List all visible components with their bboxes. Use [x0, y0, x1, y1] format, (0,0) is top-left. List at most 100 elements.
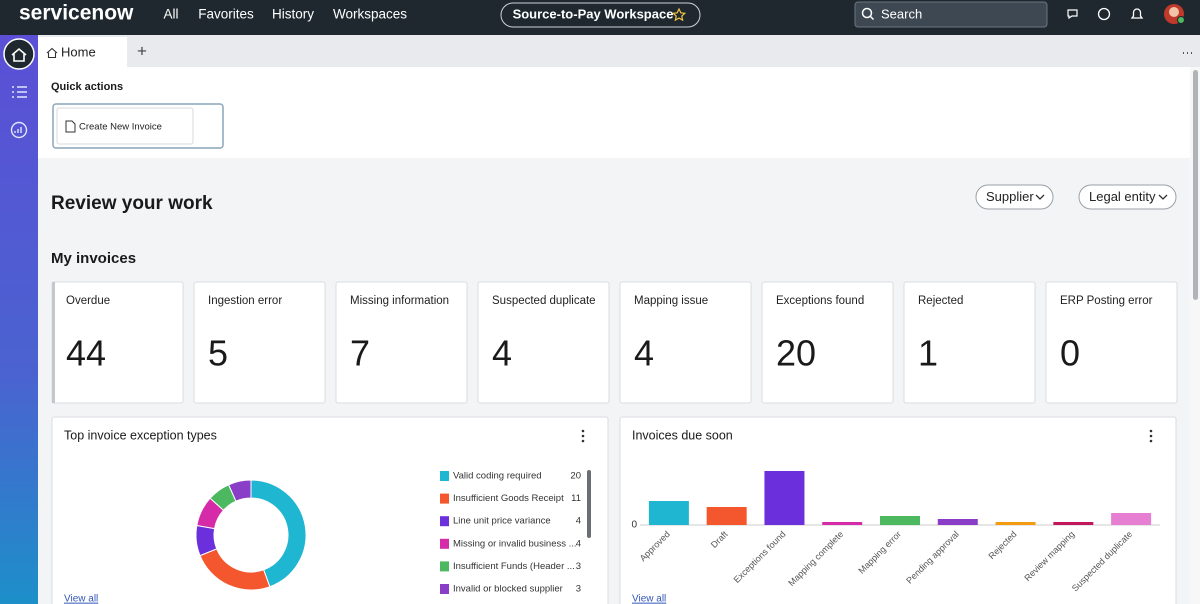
- widget-title: Top invoice exception types: [64, 428, 217, 442]
- nav-link[interactable]: History: [272, 7, 314, 22]
- tab-label: Home: [61, 44, 96, 59]
- legend-value: 4: [576, 538, 581, 549]
- legend-label: Insufficient Funds (Header ...: [453, 561, 575, 572]
- invoice-card[interactable]: [477, 281, 610, 404]
- card-label: Missing information: [350, 295, 449, 307]
- home-tab[interactable]: [38, 37, 127, 67]
- filter-dropdown[interactable]: [1078, 184, 1177, 210]
- legend-label: Line unit price variance: [453, 516, 551, 527]
- invoice-card[interactable]: [761, 281, 894, 404]
- legend-swatch: [440, 471, 449, 481]
- bar[interactable]: [648, 501, 689, 525]
- help-icon[interactable]: [1097, 7, 1111, 21]
- legend-scrollbar[interactable]: [587, 470, 591, 538]
- section-title: My invoices: [51, 250, 136, 267]
- bar[interactable]: [1053, 522, 1094, 525]
- bar[interactable]: [764, 471, 805, 525]
- chevron: [1158, 194, 1168, 200]
- chevron: [1035, 194, 1045, 200]
- bar[interactable]: [880, 516, 920, 525]
- bar[interactable]: [1111, 513, 1152, 525]
- card-value: 44: [66, 333, 106, 374]
- legend-value: 4: [576, 516, 581, 527]
- nav-link[interactable]: Favorites: [198, 7, 254, 22]
- view-all-link[interactable]: View all: [64, 594, 98, 604]
- legend-label: Insufficient Goods Receipt: [453, 493, 564, 504]
- widget-menu[interactable]: [1149, 439, 1153, 443]
- view-all-link[interactable]: View all: [632, 594, 666, 604]
- scrollbar-thumb[interactable]: [1193, 70, 1198, 300]
- filter-dropdown[interactable]: [975, 184, 1054, 210]
- workspace-name: Source-to-Pay Workspace: [513, 6, 674, 21]
- card-label: Rejected: [918, 295, 963, 307]
- invoice-card[interactable]: [335, 281, 468, 404]
- card-label: Mapping issue: [634, 295, 708, 307]
- analytics-nav-icon: [14, 127, 22, 133]
- quick-action-button[interactable]: [56, 107, 194, 145]
- sidebar: [0, 35, 38, 604]
- donut-slice[interactable]: [227, 479, 252, 502]
- home-nav-button[interactable]: [3, 38, 35, 70]
- bar[interactable]: [822, 522, 863, 525]
- chat-icon[interactable]: [1067, 9, 1078, 20]
- legend-swatch: [440, 561, 449, 572]
- add-tab-button[interactable]: +: [137, 41, 147, 60]
- card-value: 5: [208, 333, 228, 374]
- card-value: 0: [1060, 333, 1080, 374]
- search-placeholder: Search: [881, 6, 922, 21]
- legend-swatch: [440, 538, 449, 549]
- card-label: Overdue: [66, 295, 110, 307]
- invoice-card[interactable]: [193, 281, 326, 404]
- widget-menu[interactable]: [581, 434, 585, 438]
- list-nav-icon[interactable]: [12, 86, 27, 98]
- filter-label: Legal entity: [1089, 189, 1156, 204]
- filter-label: Supplier: [986, 189, 1034, 204]
- widget-menu[interactable]: [1149, 434, 1153, 438]
- widget-card: [51, 416, 609, 604]
- legend-value: 3: [576, 561, 581, 572]
- card-label: ERP Posting error: [1060, 295, 1153, 307]
- widget-menu[interactable]: [1149, 429, 1153, 433]
- invoice-card[interactable]: [619, 281, 752, 404]
- legend-swatch: [440, 584, 449, 594]
- widget-menu[interactable]: [581, 439, 585, 443]
- analytics-nav-icon[interactable]: [10, 121, 28, 139]
- scrollbar-track: [1190, 67, 1200, 604]
- card-label: Exceptions found: [776, 295, 864, 307]
- y-tick-label: 0: [631, 520, 637, 531]
- invoice-card[interactable]: [903, 281, 1036, 404]
- workspace-pill[interactable]: [500, 2, 701, 28]
- widget-menu[interactable]: [581, 429, 585, 433]
- nav-link[interactable]: Workspaces: [333, 7, 407, 22]
- logo[interactable]: servicenow: [19, 2, 134, 25]
- nav-link[interactable]: All: [163, 7, 178, 22]
- invoice-icon: [65, 120, 76, 133]
- card-value: 7: [350, 333, 370, 374]
- home-icon: [11, 47, 27, 62]
- legend-label: Missing or invalid business ...: [453, 538, 577, 549]
- card-label: Ingestion error: [208, 295, 282, 307]
- legend-label: Invalid or blocked supplier: [453, 584, 563, 595]
- card-accent: [52, 282, 55, 403]
- legend-value: 20: [570, 471, 581, 482]
- legend-swatch: [440, 516, 449, 527]
- tab-bar: [38, 35, 1200, 67]
- widget-card: [619, 416, 1177, 604]
- bar[interactable]: [706, 507, 747, 525]
- quick-actions-panel: [38, 67, 1190, 158]
- search-box[interactable]: [854, 1, 1048, 28]
- legend-value: 11: [571, 493, 581, 504]
- quick-action-label: Create New Invoice: [79, 122, 162, 133]
- bar[interactable]: [995, 522, 1036, 525]
- notifications-icon[interactable]: [1130, 8, 1144, 19]
- status-dot: [1177, 16, 1185, 24]
- card-value: 1: [918, 333, 938, 374]
- card-value: 4: [492, 333, 512, 374]
- tab-home-icon: [46, 47, 58, 59]
- card-value: 20: [776, 333, 816, 374]
- bar[interactable]: [937, 519, 978, 525]
- widget-title: Invoices due soon: [632, 428, 733, 442]
- favorite-star[interactable]: [671, 7, 687, 22]
- invoice-card[interactable]: [1045, 281, 1178, 404]
